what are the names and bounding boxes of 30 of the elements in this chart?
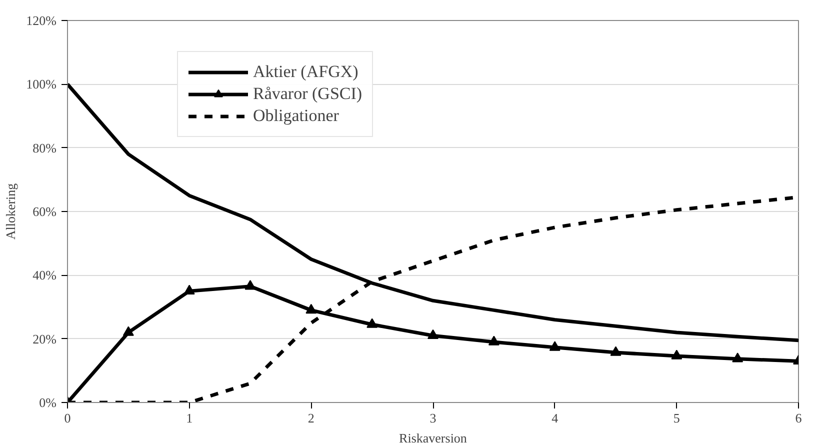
- x-tick-label: 4: [552, 410, 559, 426]
- point: [428, 329, 438, 340]
- y-tick-label: 120%: [26, 13, 57, 28]
- y-tick-label: 100%: [26, 76, 57, 92]
- y-tick-label: 40%: [32, 268, 57, 283]
- y-tick-label: 20%: [32, 331, 57, 346]
- point: [549, 341, 560, 351]
- x-tick-label: 5: [673, 410, 680, 426]
- point: [366, 318, 378, 328]
- point: [671, 350, 682, 360]
- legend-label: Råvaror (GSCI): [253, 84, 362, 104]
- y-tick-label: 80%: [32, 140, 57, 156]
- legend-label: Obligationer: [253, 106, 339, 126]
- x-tick-label: 1: [186, 410, 193, 426]
- x-tick-label: 6: [795, 410, 802, 426]
- y-tick-label: 60%: [32, 204, 57, 219]
- x-tick-label: 0: [64, 410, 71, 426]
- point: [488, 336, 500, 346]
- point: [184, 284, 195, 294]
- point: [610, 346, 622, 356]
- x-axis-title: Riskaversion: [399, 430, 468, 446]
- point: [122, 326, 134, 336]
- y-tick-label: 0%: [39, 395, 57, 410]
- x-tick-label: 2: [308, 410, 314, 426]
- point: [244, 280, 256, 290]
- x-tick-label: 3: [430, 410, 436, 426]
- point: [732, 352, 744, 362]
- y-axis-title: Allokering: [3, 182, 18, 240]
- point: [306, 304, 317, 314]
- legend-label: Aktier (AFGX): [253, 62, 358, 82]
